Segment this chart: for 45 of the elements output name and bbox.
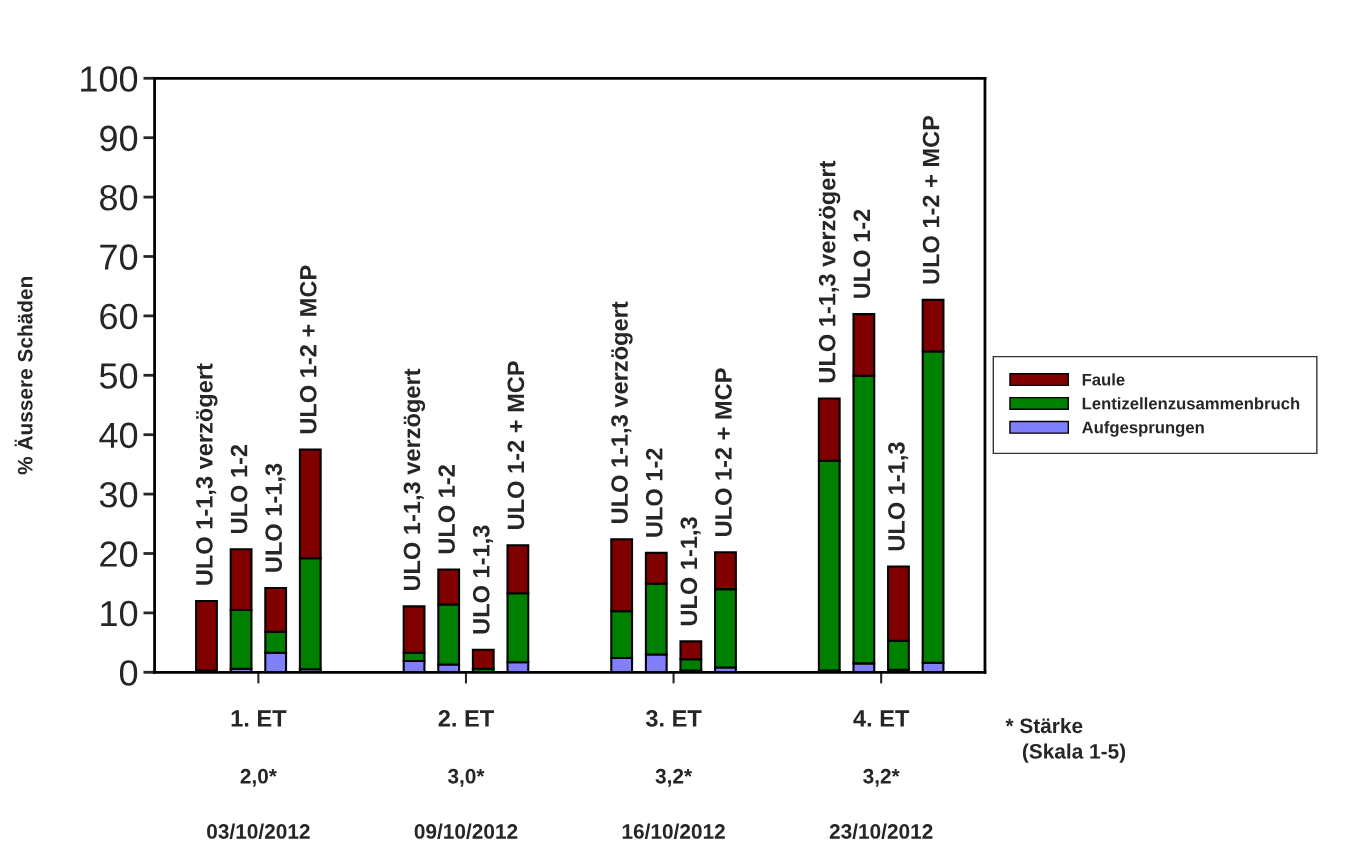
y-tick-label: 80 [100,184,138,211]
y-tick-label: 30 [99,481,138,508]
text: 3. ET [645,710,702,727]
text: 3,2* [655,768,693,787]
data-label: ULO 1-2 [230,444,248,534]
data-label: ULO 1-1,3 verzögert [818,160,841,383]
text: * Stärke [1005,717,1083,734]
text: 09/10/2012 [414,823,518,840]
text: 03/10/2012 [207,823,310,840]
y-tick-label: 60 [100,303,138,330]
text: 3,0* [447,768,485,787]
y-tick-label: 100 [81,66,138,92]
y-tick-label: 40 [99,422,138,449]
legend-label: Lentizellenzusammenbruch [1082,397,1300,410]
data-label: ULO 1-1,3 [888,442,909,551]
data-label: ULO 1-1,3 [680,517,701,626]
y-tick-label: 90 [100,125,138,152]
y-axis-title: % Äussere Schäden [14,277,33,475]
data-label: ULO 1-2 + MCP [715,368,732,537]
legend-label: Aufgesprungen [1082,421,1204,437]
data-label: ULO 1-2 + MCP [299,265,317,434]
text: 2,0* [240,768,277,787]
text: (Skala 1-5) [1022,743,1126,763]
y-tick-label: 10 [101,600,138,627]
text: 3,2* [863,768,900,787]
data-label: ULO 1-2 + MCP [507,361,525,529]
text: 2. ET [438,710,494,727]
data-label: ULO 1-2 [645,448,663,537]
data-label: ULO 1-1,3 verzögert [196,363,218,585]
data-label: ULO 1-2 + MCP [922,115,940,284]
y-tick-label: 0 [119,660,138,686]
text: 16/10/2012 [622,823,725,840]
text: 4. ET [853,710,910,727]
data-label: ULO 1-1,3 verzögert [403,368,426,591]
data-label: ULO 1-2 [438,465,456,554]
data-label: ULO 1-1,3 [472,525,494,634]
data-label: ULO 1-2 [853,209,871,298]
y-tick-label: 70 [100,244,138,270]
text: 1. ET [231,710,287,727]
text: 23/10/2012 [829,823,933,840]
y-tick-label: 20 [100,541,138,567]
legend-label: Faule [1082,373,1125,386]
data-label: ULO 1-1,3 [265,463,286,572]
data-label: ULO 1-1,3 verzögert [611,301,633,523]
y-tick-label: 50 [99,363,138,389]
